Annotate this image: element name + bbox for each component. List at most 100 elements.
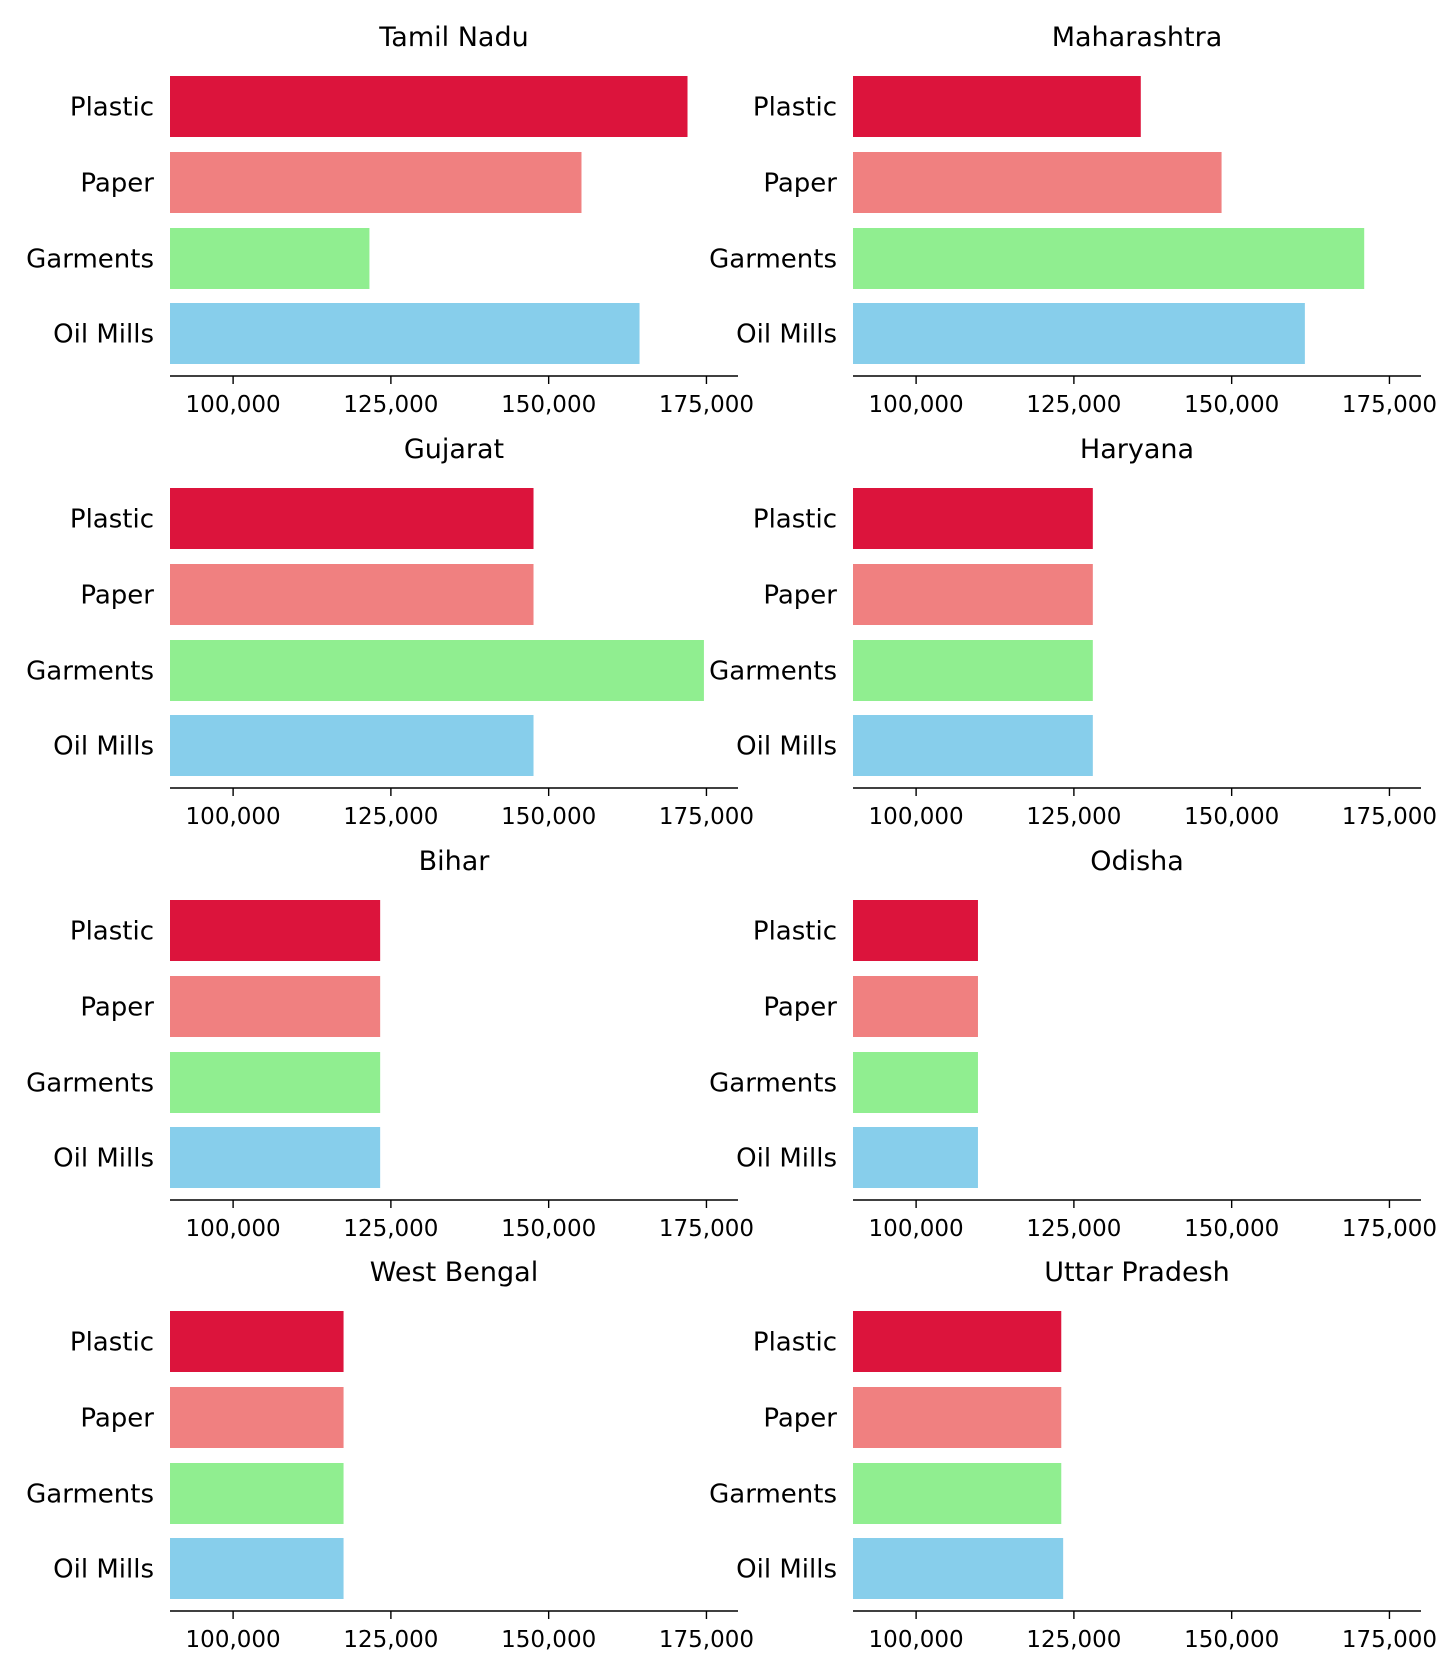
category-label: Paper bbox=[80, 169, 154, 199]
x-tick-label: 175,000 bbox=[659, 804, 754, 830]
panel-bihar: Bihar Plastic Paper Garments Oil Mills 100,00… bbox=[26, 846, 754, 1242]
x-tick-label: 100,000 bbox=[186, 1627, 281, 1653]
category-label: Paper bbox=[763, 1404, 837, 1434]
category-label: Plastic bbox=[70, 917, 154, 947]
category-label: Paper bbox=[763, 581, 837, 611]
x-tick-label: 125,000 bbox=[343, 1627, 438, 1653]
category-label: Garments bbox=[709, 245, 837, 275]
bar-oil-mills bbox=[170, 303, 640, 364]
category-label: Oil Mills bbox=[736, 1555, 837, 1585]
x-tick-label: 125,000 bbox=[343, 392, 438, 418]
bar-garments bbox=[853, 228, 1365, 289]
x-tick-label: 125,000 bbox=[343, 1216, 438, 1242]
category-label: Garments bbox=[26, 1069, 154, 1099]
category-label: Oil Mills bbox=[736, 732, 837, 762]
category-label: Paper bbox=[80, 1404, 154, 1434]
bar-paper bbox=[170, 1387, 344, 1448]
category-label: Plastic bbox=[753, 93, 837, 123]
x-tick-label: 175,000 bbox=[659, 1627, 754, 1653]
x-tick-label: 125,000 bbox=[1026, 392, 1121, 418]
bar-oil-mills bbox=[853, 1127, 978, 1188]
category-label: Oil Mills bbox=[736, 320, 837, 350]
bar-paper bbox=[170, 152, 582, 213]
panel-maharashtra: Maharashtra Plastic Paper Garments Oil Mills… bbox=[709, 22, 1437, 418]
x-tick-label: 150,000 bbox=[501, 1627, 596, 1653]
category-label: Oil Mills bbox=[53, 1144, 154, 1174]
x-tick-label: 175,000 bbox=[1342, 392, 1437, 418]
x-tick-label: 125,000 bbox=[1026, 1627, 1121, 1653]
bar-oil-mills bbox=[170, 1538, 344, 1599]
x-tick-label: 150,000 bbox=[501, 392, 596, 418]
panel-title: Maharashtra bbox=[1052, 22, 1223, 53]
x-tick-label: 125,000 bbox=[1026, 1216, 1121, 1242]
x-tick-label: 175,000 bbox=[1342, 1627, 1437, 1653]
bar-paper bbox=[853, 976, 978, 1037]
bar-plastic bbox=[853, 488, 1093, 549]
panel-west-bengal: West Bengal Plastic Paper Garments Oil Mills… bbox=[26, 1257, 754, 1653]
panel-title: Haryana bbox=[1080, 434, 1194, 465]
bar-garments bbox=[170, 228, 370, 289]
bar-oil-mills bbox=[170, 1127, 381, 1188]
x-tick-label: 175,000 bbox=[1342, 804, 1437, 830]
x-tick-label: 150,000 bbox=[501, 804, 596, 830]
panel-tamil-nadu: Tamil Nadu Plastic Paper Garments Oil Mills 1… bbox=[26, 22, 754, 418]
x-tick-label: 150,000 bbox=[1184, 804, 1279, 830]
x-tick-label: 100,000 bbox=[186, 804, 281, 830]
bar-plastic bbox=[170, 900, 381, 961]
bar-paper bbox=[170, 564, 534, 625]
x-tick-label: 100,000 bbox=[869, 804, 964, 830]
x-tick-label: 150,000 bbox=[1184, 1216, 1279, 1242]
bar-plastic bbox=[853, 900, 978, 961]
bar-oil-mills bbox=[853, 715, 1093, 776]
category-label: Oil Mills bbox=[53, 320, 154, 350]
bar-plastic bbox=[170, 76, 688, 137]
bar-paper bbox=[853, 152, 1222, 213]
x-tick-label: 100,000 bbox=[869, 1216, 964, 1242]
bar-garments bbox=[170, 640, 704, 701]
category-label: Plastic bbox=[753, 917, 837, 947]
category-label: Garments bbox=[26, 657, 154, 687]
panel-uttar-pradesh: Uttar Pradesh Plastic Paper Garments Oil Mil… bbox=[709, 1257, 1437, 1653]
category-label: Garments bbox=[26, 1480, 154, 1510]
panel-haryana: Haryana Plastic Paper Garments Oil Mills 100,… bbox=[709, 434, 1437, 830]
category-label: Garments bbox=[26, 245, 154, 275]
bar-garments bbox=[853, 1463, 1062, 1524]
category-label: Plastic bbox=[70, 505, 154, 535]
category-label: Paper bbox=[763, 169, 837, 199]
panel-title: Tamil Nadu bbox=[378, 22, 528, 53]
x-tick-label: 150,000 bbox=[501, 1216, 596, 1242]
bar-plastic bbox=[170, 1311, 344, 1372]
category-label: Paper bbox=[763, 993, 837, 1023]
bar-garments bbox=[853, 1052, 978, 1113]
panel-title: Uttar Pradesh bbox=[1044, 1257, 1230, 1288]
category-label: Garments bbox=[709, 1069, 837, 1099]
x-tick-label: 150,000 bbox=[1184, 1627, 1279, 1653]
bar-oil-mills bbox=[170, 715, 534, 776]
bar-paper bbox=[170, 976, 381, 1037]
panel-gujarat: Gujarat Plastic Paper Garments Oil Mills 100,… bbox=[26, 434, 754, 830]
category-label: Oil Mills bbox=[53, 732, 154, 762]
category-label: Oil Mills bbox=[736, 1144, 837, 1174]
x-tick-label: 125,000 bbox=[343, 804, 438, 830]
category-label: Plastic bbox=[70, 1328, 154, 1358]
category-label: Garments bbox=[709, 1480, 837, 1510]
category-label: Paper bbox=[80, 581, 154, 611]
panel-title: Bihar bbox=[419, 846, 491, 877]
category-label: Oil Mills bbox=[53, 1555, 154, 1585]
bar-paper bbox=[853, 1387, 1062, 1448]
category-label: Plastic bbox=[70, 93, 154, 123]
category-label: Plastic bbox=[753, 505, 837, 535]
bar-garments bbox=[170, 1463, 344, 1524]
category-label: Garments bbox=[709, 657, 837, 687]
x-tick-label: 175,000 bbox=[659, 1216, 754, 1242]
x-tick-label: 100,000 bbox=[869, 1627, 964, 1653]
x-tick-label: 150,000 bbox=[1184, 392, 1279, 418]
bar-plastic bbox=[853, 76, 1141, 137]
bar-oil-mills bbox=[853, 1538, 1064, 1599]
x-tick-label: 175,000 bbox=[659, 392, 754, 418]
bar-paper bbox=[853, 564, 1093, 625]
bar-garments bbox=[853, 640, 1093, 701]
bar-plastic bbox=[853, 1311, 1062, 1372]
x-tick-label: 100,000 bbox=[869, 392, 964, 418]
